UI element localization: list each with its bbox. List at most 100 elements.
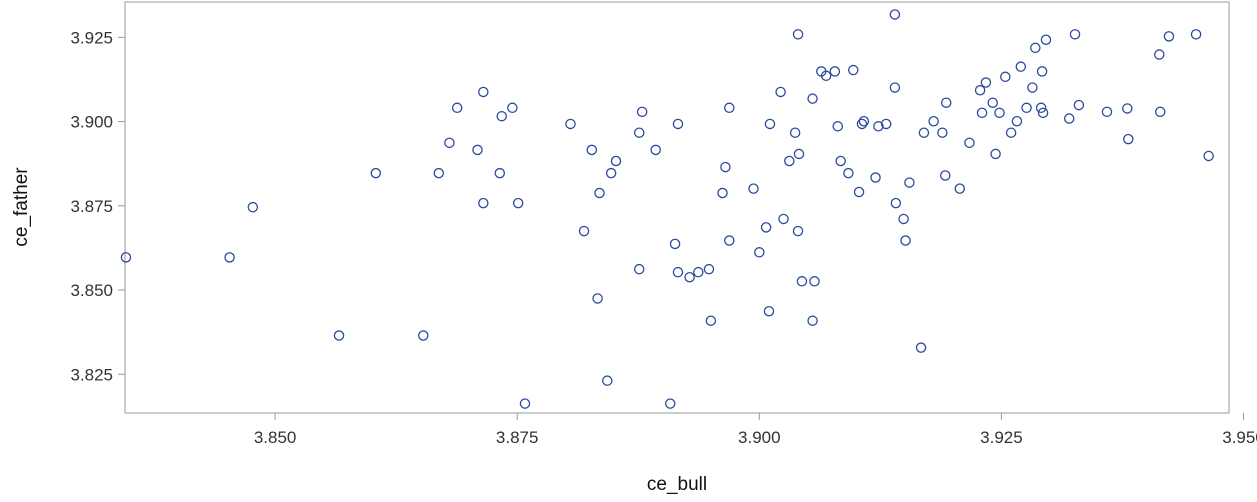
scatter-point (980, 77, 992, 88)
y-axis-title: ce_father (11, 167, 32, 247)
x-tick-label: 3.850 (254, 428, 297, 447)
scatter-point (703, 263, 715, 275)
scatter-point (792, 225, 804, 237)
scatter-point (1035, 102, 1047, 114)
scatter-point (976, 107, 988, 119)
scatter-point (1101, 106, 1113, 118)
scatter-point (820, 70, 832, 82)
scatter-point (1122, 103, 1133, 114)
x-tick-label: 3.900 (738, 428, 781, 447)
scatter-point (990, 148, 1001, 160)
scatter-point (764, 118, 776, 130)
scatter-point (672, 266, 684, 278)
data-points (120, 9, 1214, 409)
scatter-point (915, 342, 927, 353)
scatter-point (451, 102, 463, 114)
scatter-point (987, 97, 998, 108)
scatter-point (809, 276, 820, 287)
scatter-point (898, 213, 909, 225)
scatter-point (672, 118, 684, 130)
scatter-point (684, 271, 695, 283)
scatter-point (120, 252, 132, 263)
scatter-point (664, 398, 676, 409)
scatter-point (928, 116, 939, 127)
scatter-point (994, 107, 1005, 119)
scatter-point (889, 82, 901, 93)
scatter-point (807, 93, 818, 104)
scatter-point (858, 116, 870, 127)
scatter-point (472, 144, 483, 156)
scatter-point (669, 238, 681, 250)
scatter-point (333, 330, 345, 341)
scatter-point (760, 222, 772, 233)
scatter-point (890, 197, 902, 209)
scatter-point (940, 97, 952, 108)
scatter-point (633, 127, 645, 138)
scatter-point (724, 102, 735, 114)
scatter-point (1015, 61, 1027, 72)
x-tick-label: 3.925 (980, 428, 1023, 447)
x-tick-label: 3.950 (1222, 428, 1257, 447)
y-tick-label: 3.875 (70, 197, 113, 216)
scatter-point (717, 187, 728, 199)
y-tick-label: 3.850 (70, 281, 113, 300)
scatter-point (650, 144, 661, 156)
scatter-point (693, 266, 704, 278)
scatter-point (565, 118, 576, 130)
scatter-point (512, 197, 524, 209)
scatter-point (778, 213, 789, 225)
scatter-point (507, 102, 518, 114)
scatter-point (224, 252, 235, 263)
scatter-point (602, 375, 613, 386)
scatter-point (605, 167, 617, 179)
scatter-point (792, 29, 804, 40)
scatter-point (594, 187, 605, 199)
scatter-point (1036, 66, 1048, 77)
scatter-point (1027, 82, 1038, 93)
scatter-point (856, 118, 868, 130)
scatter-point (1030, 42, 1041, 54)
scatter-point (418, 330, 429, 341)
scatter-point (1203, 150, 1214, 162)
scatter-point (1063, 113, 1075, 124)
x-tick-label: 3.875 (496, 428, 539, 447)
scatter-point (247, 201, 259, 213)
scatter-point (1040, 34, 1052, 45)
scatter-point (633, 263, 645, 275)
scatter-point (496, 110, 507, 122)
scatter-point (1190, 29, 1202, 40)
scatter-point (444, 137, 455, 149)
scatter-point (610, 155, 622, 167)
scatter-point (1123, 133, 1134, 145)
scatter-point (937, 127, 948, 138)
scatter-point (578, 225, 590, 237)
scatter-point (1163, 31, 1175, 42)
scatter-point (835, 155, 846, 167)
scatter-point (873, 121, 884, 132)
scatter-point (478, 86, 489, 98)
y-tick-label: 3.825 (70, 365, 113, 384)
scatter-point (900, 235, 911, 246)
y-axis: 3.825 3.850 3.875 3.900 3.925 (70, 28, 125, 384)
scatter-point (1037, 107, 1049, 119)
scatter-point (754, 247, 765, 258)
scatter-point (918, 127, 930, 138)
scatter-point (433, 167, 445, 179)
scatter-point (789, 127, 801, 138)
scatter-point (940, 170, 951, 181)
plot-area-frame (124, 1, 1230, 414)
scatter-point (586, 144, 598, 156)
scatter-point (370, 167, 382, 179)
scatter-point (954, 183, 966, 194)
scatter-point (705, 315, 717, 326)
scatter-point (748, 183, 759, 194)
scatter-point (763, 306, 775, 317)
scatter-point (1154, 106, 1166, 118)
scatter-point (1069, 29, 1081, 40)
x-axis-title: ce_bull (647, 474, 707, 495)
scatter-point (775, 86, 786, 98)
scatter-point (829, 66, 841, 77)
y-tick-label: 3.925 (70, 28, 113, 47)
scatter-point (843, 167, 854, 179)
